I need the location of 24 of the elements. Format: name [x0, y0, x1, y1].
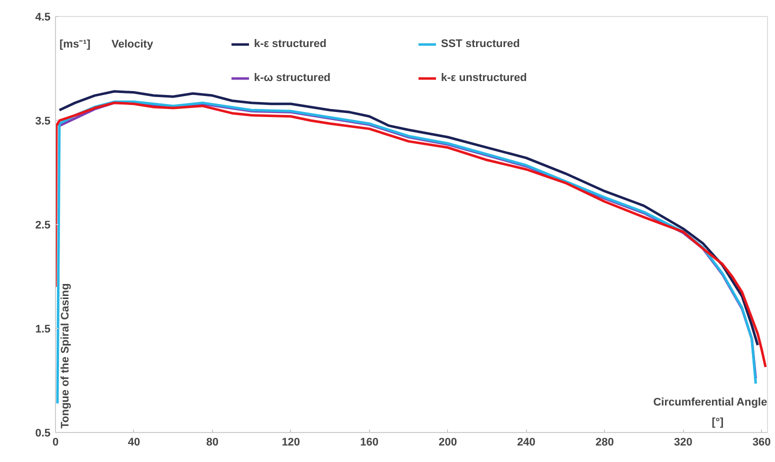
- x-tick-label: 40: [128, 436, 140, 448]
- annotation: Tongue of the Spiral Casing: [60, 283, 72, 428]
- x-tick-label: 280: [596, 436, 614, 448]
- x-tick-label: 0: [52, 436, 59, 448]
- y-tick-label: 4.5: [35, 12, 51, 24]
- x-tick-label: 160: [360, 436, 379, 448]
- annotation: Circumferential Angle: [653, 396, 768, 408]
- x-tick-label: 320: [674, 436, 692, 448]
- x-tick-label: 360: [752, 436, 771, 448]
- legend-label: SST structured: [441, 38, 521, 50]
- legend-label: k-ε unstructured: [441, 72, 528, 84]
- x-tick-label: 80: [206, 436, 219, 448]
- annotation: Velocity: [112, 38, 154, 50]
- x-tick-label: 120: [282, 436, 300, 448]
- legend-label: k-ε structured: [254, 38, 328, 50]
- y-tick-label: 0.5: [35, 428, 51, 440]
- y-axis-title: [ms⁻¹]: [60, 38, 91, 50]
- legend-label: k-ω structured: [254, 72, 332, 84]
- x-tick-label: 200: [438, 436, 457, 448]
- y-tick-label: 1.5: [35, 324, 51, 336]
- x-tick-label: 240: [517, 436, 536, 448]
- y-tick-label: 3.5: [35, 116, 51, 128]
- x-axis-title: [°]: [712, 416, 724, 428]
- y-tick-label: 2.5: [35, 220, 51, 232]
